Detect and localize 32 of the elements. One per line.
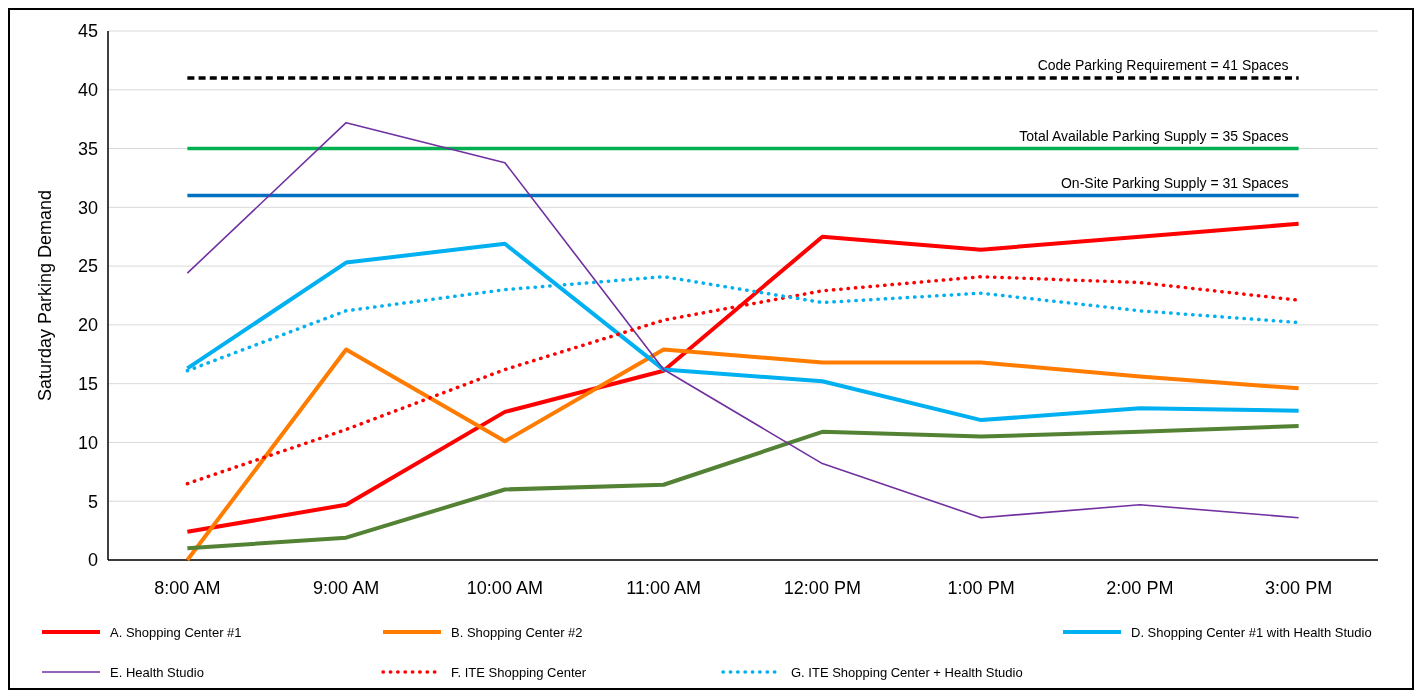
- legend-label: F. ITE Shopping Center: [451, 664, 587, 680]
- ref-line-label: On-Site Parking Supply = 31 Spaces: [1060, 174, 1289, 191]
- x-tick-label: 2:00 PM: [1106, 578, 1174, 598]
- line-series: [186, 121, 1300, 519]
- legend-label: D. Shopping Center #1 with Health Studio: [1131, 624, 1372, 640]
- y-tick-label: 30: [77, 197, 98, 218]
- y-tick-label: 15: [77, 373, 98, 394]
- x-tick-label: 12:00 PM: [783, 578, 861, 598]
- legend-label: A. Shopping Center #1: [110, 624, 242, 640]
- legend-label: G. ITE Shopping Center + Health Studio: [791, 664, 1023, 680]
- line-series: [185, 221, 1301, 534]
- ref-line-label: Code Parking Requirement = 41 Spaces: [1037, 57, 1289, 74]
- y-tick-label: 5: [87, 491, 98, 512]
- y-tick-label: 0: [87, 550, 98, 571]
- y-tick-label: 25: [77, 256, 98, 277]
- y-tick-label: 10: [77, 432, 98, 453]
- x-tick-label: 3:00 PM: [1265, 578, 1333, 598]
- ref-line-label: Total Available Parking Supply = 35 Spaces: [1019, 127, 1289, 144]
- y-tick-label: 45: [77, 21, 98, 42]
- y-tick-label: 35: [77, 138, 98, 159]
- legend-label: B. Shopping Center #2: [451, 624, 583, 640]
- line-series: [185, 423, 1301, 551]
- x-tick-label: 9:00 AM: [313, 578, 380, 598]
- y-axis-title: Saturday Parking Demand: [35, 189, 55, 402]
- x-tick-label: 1:00 PM: [947, 578, 1015, 598]
- legend-label: E. Health Studio: [110, 664, 204, 680]
- line-series: [185, 347, 1301, 562]
- y-tick-label: 40: [77, 80, 98, 101]
- x-tick-label: 10:00 AM: [466, 578, 543, 598]
- x-tick-label: 11:00 AM: [626, 578, 701, 598]
- y-tick-label: 20: [77, 315, 98, 336]
- x-tick-label: 8:00 AM: [154, 578, 221, 598]
